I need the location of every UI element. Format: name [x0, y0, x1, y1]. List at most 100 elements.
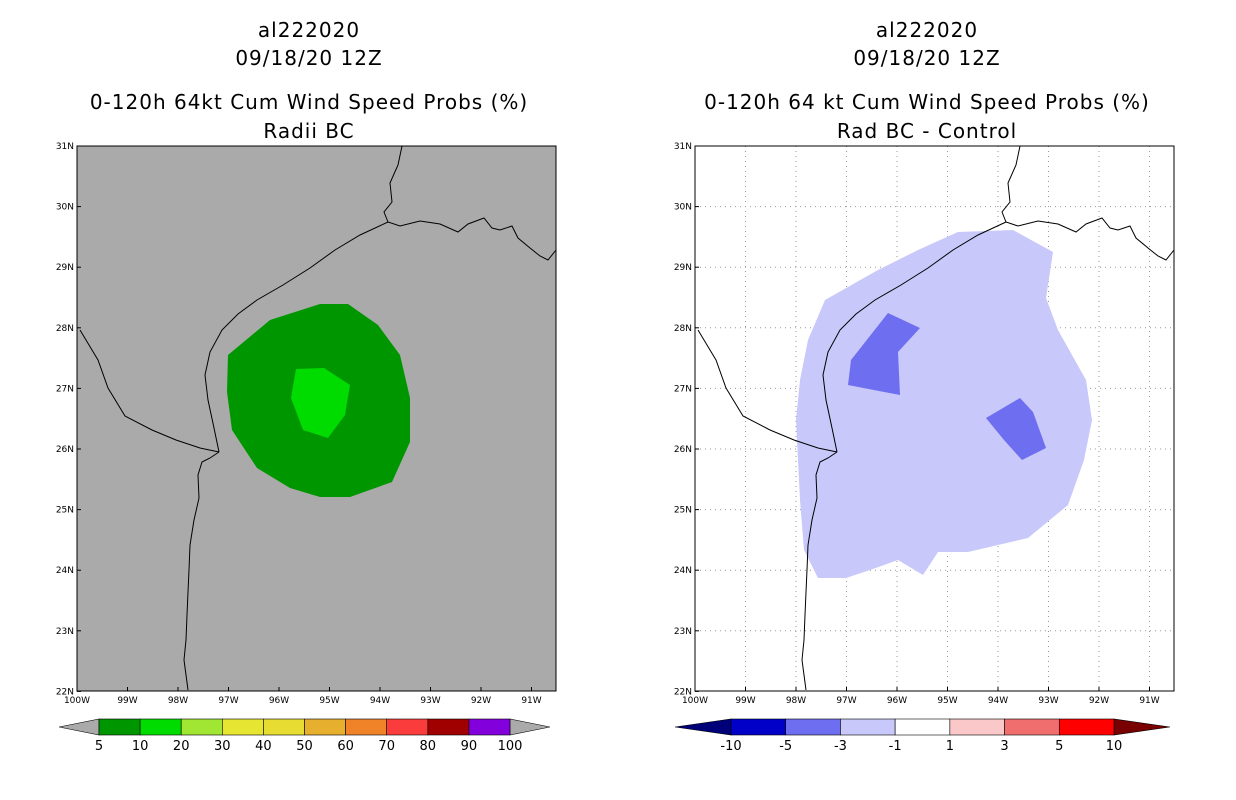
colorbar-arrow-left	[674, 718, 732, 736]
left-panel: al222020 09/18/20 12Z 0-120h 64kt Cum Wi…	[56, 18, 557, 754]
datetime: 09/18/20 12Z	[853, 46, 1001, 70]
colorbar-label: 3	[1000, 739, 1008, 754]
storm-id: al222020	[875, 18, 979, 42]
colorbar-segment	[304, 718, 346, 736]
x-tick-label: 94W	[988, 696, 1008, 706]
coastline	[79, 145, 557, 691]
map-frame	[694, 145, 1175, 692]
x-tick-label: 91W	[521, 696, 541, 706]
colorbar-label: 10	[1106, 739, 1123, 754]
colorbar-segment	[730, 718, 787, 736]
colorbar-segment	[840, 718, 896, 736]
colorbar-segment	[468, 718, 511, 736]
colorbar-label: 10	[132, 739, 149, 754]
y-tick-label: 22N	[674, 687, 692, 697]
y-tick-label: 22N	[56, 687, 74, 697]
x-tick-label: 96W	[887, 696, 907, 706]
colorbar-label: 70	[378, 739, 395, 754]
diff-neg3-region	[848, 313, 920, 395]
y-tick-label: 25N	[674, 506, 692, 516]
y-tick-label: 27N	[674, 384, 692, 394]
x-tick-label: 97W	[836, 696, 856, 706]
colorbar-segment	[98, 718, 141, 736]
x-tick-label: 95W	[319, 696, 339, 706]
datetime: 09/18/20 12Z	[235, 46, 383, 70]
colorbar-segment	[1004, 718, 1060, 736]
chart-title: 0-120h 64 kt Cum Wind Speed Probs (%)	[704, 90, 1150, 114]
x-tick-label: 95W	[937, 696, 957, 706]
colorbar-label: 20	[173, 739, 190, 754]
colorbar-label: 1	[946, 739, 954, 754]
colorbar-segment	[785, 718, 841, 736]
x-tick-label: 100W	[64, 696, 90, 706]
y-tick-label: 25N	[56, 506, 74, 516]
colorbar-segment	[263, 718, 305, 736]
colorbar-label: 100	[498, 739, 523, 754]
axis-labels: 100W 99W 98W 97W 96W 95W 94W 93W 92W 91W 31N 30N 29N…	[56, 142, 542, 706]
colorbar-label: -3	[834, 739, 847, 754]
y-tick-label: 29N	[674, 263, 692, 273]
prob-10-region	[291, 368, 350, 438]
colorbar: 5 10 20 30 40 50 60 70 80 90 100	[58, 718, 551, 754]
x-tick-label: 94W	[370, 696, 390, 706]
y-tick-label: 31N	[674, 142, 692, 152]
chart-subtitle: Rad BC - Control	[836, 119, 1018, 143]
colorbar-label: 30	[214, 739, 231, 754]
chart-subtitle: Radii BC	[263, 119, 355, 143]
colorbar-segment	[427, 718, 470, 736]
colorbar-label: 80	[420, 739, 437, 754]
colorbar-label: -10	[720, 739, 741, 754]
x-tick-label: 97W	[218, 696, 238, 706]
y-tick-label: 24N	[674, 566, 692, 576]
colorbar-segment	[180, 718, 223, 736]
y-tick-label: 30N	[56, 203, 74, 213]
x-tick-label: 91W	[1139, 696, 1159, 706]
coastline	[697, 145, 1175, 691]
y-tick-label: 24N	[56, 566, 74, 576]
colorbar-label: 5	[1055, 739, 1063, 754]
y-tick-label: 31N	[56, 142, 74, 152]
colorbar-arrow-right	[509, 718, 551, 736]
x-tick-label: 100W	[682, 696, 708, 706]
left-map: 100W 99W 98W 97W 96W 95W 94W 93W 92W 91W 31N 30N 29N…	[56, 142, 557, 754]
colorbar-arrow-left	[58, 718, 100, 736]
colorbar-arrow-right	[1113, 718, 1171, 736]
colorbar-segment	[894, 718, 951, 736]
y-tick-label: 30N	[674, 203, 692, 213]
colorbar-label: 50	[296, 739, 313, 754]
y-tick-label: 23N	[674, 627, 692, 637]
x-tick-label: 99W	[735, 696, 755, 706]
colorbar-segment	[139, 718, 182, 736]
colorbar-segment	[222, 718, 264, 736]
x-tick-label: 92W	[1089, 696, 1109, 706]
y-tick-label: 23N	[56, 627, 74, 637]
colorbar-label: 90	[461, 739, 478, 754]
colorbar-label: 40	[255, 739, 272, 754]
y-tick-label: 26N	[56, 445, 74, 455]
chart-title: 0-120h 64kt Cum Wind Speed Probs (%)	[89, 90, 529, 114]
x-tick-label: 98W	[168, 696, 188, 706]
y-tick-label: 26N	[674, 445, 692, 455]
x-tick-label: 96W	[269, 696, 289, 706]
colorbar-label: -1	[889, 739, 902, 754]
right-panel: al222020 09/18/20 12Z 0-120h 64 kt Cum W…	[618, 0, 1236, 800]
colorbar-label: -5	[779, 739, 792, 754]
y-tick-label: 28N	[674, 324, 692, 334]
colorbar: -10 -5 -3 -1 1 3 5 10	[674, 718, 1171, 754]
diff-neg3-region	[986, 398, 1046, 460]
y-tick-label: 29N	[56, 263, 74, 273]
diff-neg1-region	[796, 230, 1092, 578]
axis-labels: 100W 99W 98W 97W 96W 95W 94W 93W 92W 91W 31N 30N 29N…	[674, 142, 1160, 706]
colorbar-segment	[949, 718, 1005, 736]
storm-id: al222020	[257, 18, 361, 42]
y-tick-label: 27N	[56, 384, 74, 394]
colorbar-segment	[386, 718, 429, 736]
colorbar-segment	[345, 718, 388, 736]
x-tick-label: 98W	[786, 696, 806, 706]
x-tick-label: 92W	[471, 696, 491, 706]
colorbar-label: 5	[95, 739, 103, 754]
colorbar-label: 60	[337, 739, 354, 754]
x-tick-label: 93W	[420, 696, 440, 706]
y-tick-label: 28N	[56, 324, 74, 334]
x-tick-label: 93W	[1038, 696, 1058, 706]
